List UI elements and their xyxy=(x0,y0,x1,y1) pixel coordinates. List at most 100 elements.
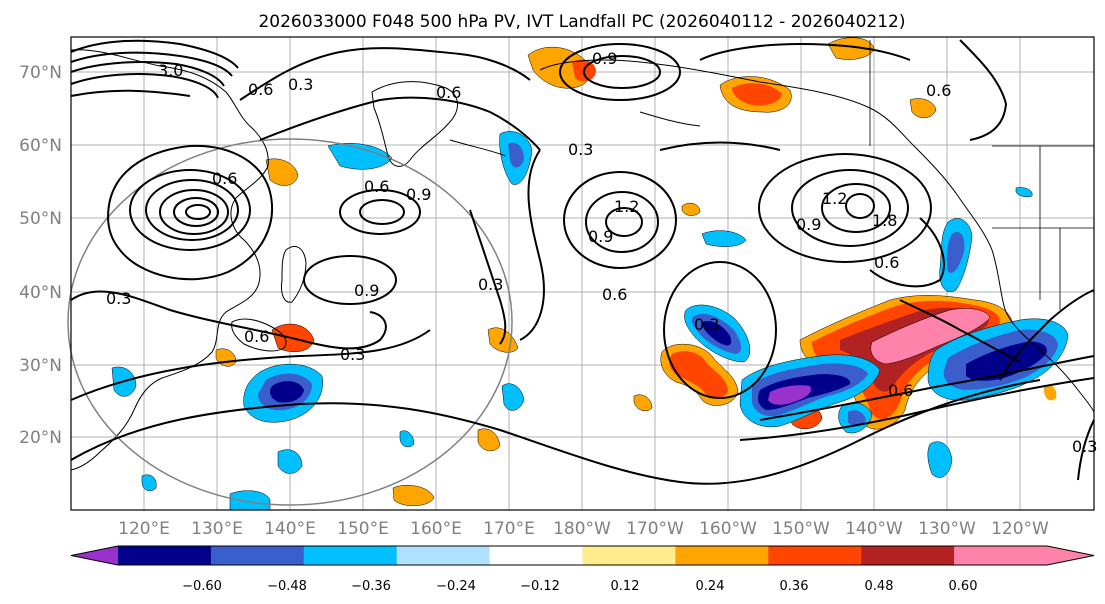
figure-title: 2026033000 F048 500 hPa PV, IVT Landfall… xyxy=(258,12,905,32)
pv-contour-line xyxy=(845,193,875,219)
contour-label: 0.6 xyxy=(248,80,273,99)
colorbar: −0.60 −0.48 −0.36 −0.24 −0.12 0.12 0.24 … xyxy=(70,545,1095,594)
contour-label: 0.9 xyxy=(588,227,613,246)
lon-label: 180°W xyxy=(553,519,611,539)
pv-contour-line xyxy=(959,39,1008,141)
pv-contour-line xyxy=(70,329,431,401)
ivt-negative-region xyxy=(229,490,271,511)
contour-label: 0.3 xyxy=(694,315,719,334)
lon-label: 150°E xyxy=(337,519,389,539)
ivt-negative-region xyxy=(277,449,303,474)
lon-label: 170°W xyxy=(626,519,684,539)
map-frame xyxy=(70,36,1095,511)
lon-label: 140°E xyxy=(264,519,316,539)
map-panel: 3.0 0.6 0.3 0.6 0.3 0.6 0.9 0.6 0.9 1.2 … xyxy=(67,36,1097,511)
ivt-positive-region xyxy=(265,158,299,186)
pv-contour-line xyxy=(185,204,211,220)
reference-radius-circle xyxy=(67,138,513,506)
ivt-negative-region xyxy=(927,441,953,478)
colorbar-bin xyxy=(303,546,398,565)
lon-label: 130°E xyxy=(191,519,243,539)
pv-contour-line xyxy=(469,209,507,345)
contour-label: 0.3 xyxy=(106,289,131,308)
lon-label: 150°W xyxy=(772,519,830,539)
ivt-negative-region xyxy=(966,341,1047,381)
contour-label: 0.6 xyxy=(244,327,269,346)
colorbar-extend-max xyxy=(1047,546,1094,565)
contour-label: 0.9 xyxy=(592,49,617,68)
pv-contour-line xyxy=(559,43,681,101)
lon-label: 160°E xyxy=(410,519,462,539)
ivt-positive-region xyxy=(870,308,991,365)
contour-label: 3.0 xyxy=(158,61,183,80)
pv-contour-line xyxy=(129,169,251,251)
contour-label: 0.6 xyxy=(602,285,627,304)
ivt-positive-region xyxy=(669,351,728,398)
pv-contour-line xyxy=(359,199,405,225)
pv-contour-line xyxy=(659,141,781,151)
colorbar-tick: −0.12 xyxy=(520,579,560,594)
pv-contour-line xyxy=(791,169,909,247)
ivt-negative-region xyxy=(501,383,525,411)
contour-label: 0.9 xyxy=(406,185,431,204)
pv-contour-line xyxy=(70,51,233,77)
contour-label: 0.6 xyxy=(212,169,237,188)
contour-label: 0.6 xyxy=(436,83,461,102)
colorbar-tick: −0.48 xyxy=(267,579,307,594)
ivt-negative-region xyxy=(141,474,157,492)
ivt-negative-region xyxy=(1015,187,1033,198)
contour-label: 0.3 xyxy=(340,345,365,364)
colorbar-tick: −0.24 xyxy=(436,579,476,594)
ivt-negative-region xyxy=(702,320,732,346)
political-borders xyxy=(869,40,1094,310)
longitude-labels: 120°E 130°E 140°E 150°E 160°E 170°E 180°… xyxy=(118,519,1049,539)
lat-label: 60°N xyxy=(19,136,62,156)
colorbar-bin xyxy=(954,546,1048,565)
ivt-negative-region xyxy=(508,142,524,168)
colorbar-tick: 0.36 xyxy=(780,579,809,594)
ivt-positive-region xyxy=(1044,384,1057,401)
contour-label: 0.3 xyxy=(568,140,593,159)
colorbar-bin xyxy=(768,546,862,565)
pv-contour-line xyxy=(739,377,1095,441)
pv-contour-line xyxy=(70,379,1041,485)
contour-label: 0.9 xyxy=(354,281,379,300)
colorbar-bin xyxy=(489,546,583,565)
ivt-positive-region xyxy=(392,485,435,506)
lon-label: 160°W xyxy=(699,519,757,539)
contour-label: 0.6 xyxy=(926,81,951,100)
colorbar-bin xyxy=(582,546,676,565)
contour-label: 0.3 xyxy=(1072,437,1097,456)
lat-label: 50°N xyxy=(19,209,62,229)
lat-label: 30°N xyxy=(19,356,62,376)
lon-label: 120°W xyxy=(991,519,1049,539)
lon-label: 140°W xyxy=(845,519,903,539)
pv-contour-line xyxy=(1077,419,1095,481)
pv-contour-line xyxy=(259,96,541,151)
ivt-negative-region xyxy=(946,232,965,273)
pv-contour-line xyxy=(70,290,387,350)
pv-contour-line xyxy=(70,73,219,99)
pv-contour-line xyxy=(758,153,932,263)
contour-labels: 3.0 0.6 0.3 0.6 0.3 0.6 0.9 0.6 0.9 1.2 … xyxy=(106,49,1097,456)
pv-contour-line xyxy=(239,47,531,101)
pv-contour-line xyxy=(159,189,229,235)
pv-contour-line xyxy=(339,189,421,235)
colorbar-extend-min xyxy=(71,546,118,565)
contour-label: 1.8 xyxy=(872,211,897,230)
colorbar-bin xyxy=(118,546,212,565)
colorbar-tick: 0.48 xyxy=(865,579,894,594)
ivt-positive-region xyxy=(909,98,937,118)
contour-label: 0.6 xyxy=(364,177,389,196)
aleutian-west xyxy=(449,139,507,157)
colorbar-outline xyxy=(70,545,1095,566)
pv-contours xyxy=(70,39,1095,485)
colorbar-tick: 0.24 xyxy=(696,579,725,594)
contour-label: 0.3 xyxy=(288,75,313,94)
lon-label: 170°E xyxy=(483,519,535,539)
lat-label: 70°N xyxy=(19,63,62,83)
north-america-coastline xyxy=(539,59,1095,413)
colorbar-bin xyxy=(396,546,491,565)
pv-contour-line xyxy=(70,39,239,69)
contour-label: 0.3 xyxy=(478,275,503,294)
